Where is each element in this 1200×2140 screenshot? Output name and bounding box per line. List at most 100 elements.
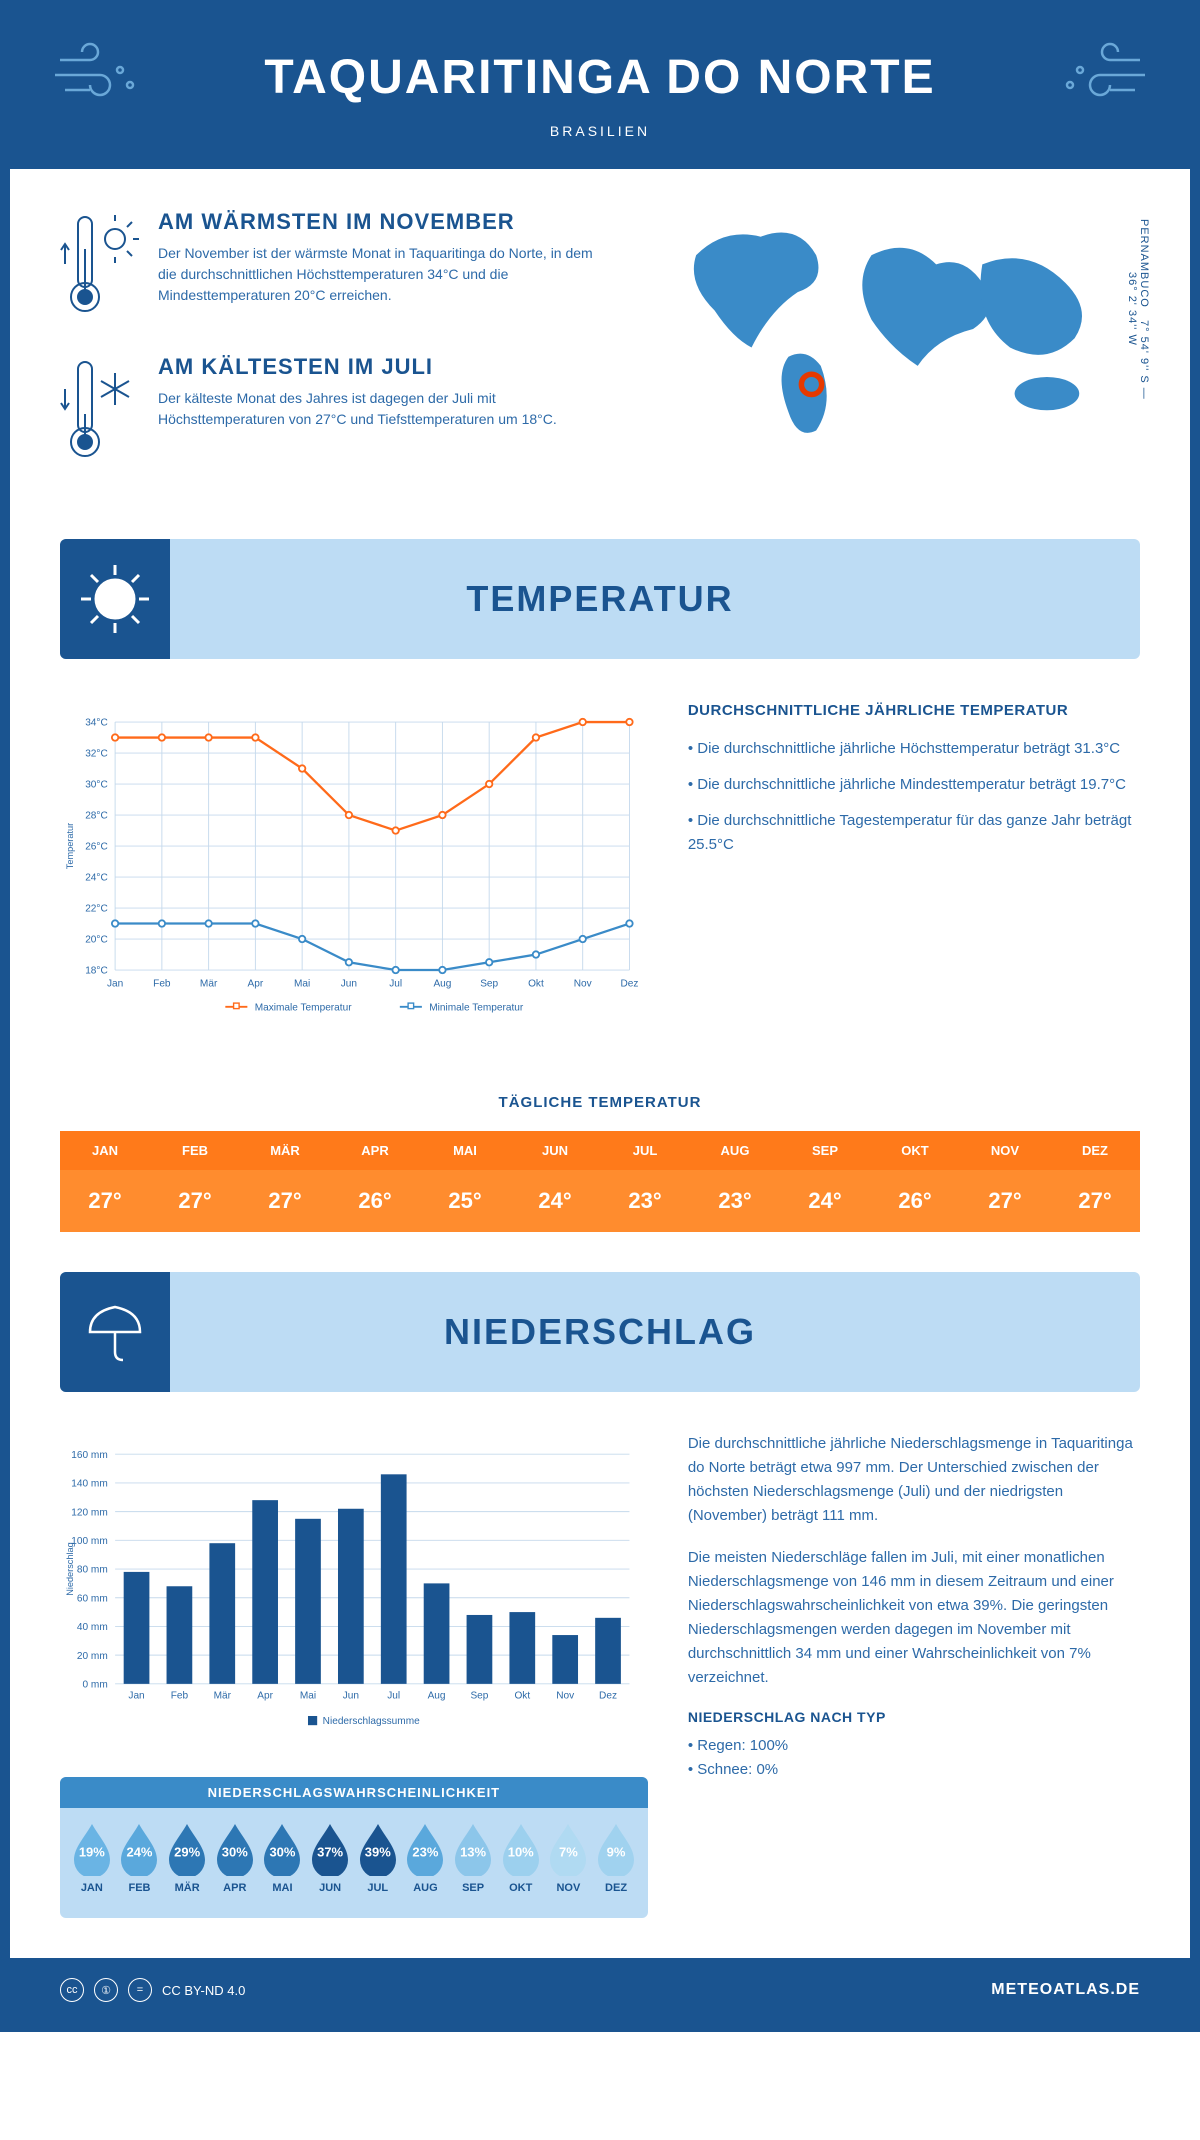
svg-text:26°C: 26°C [85, 842, 108, 853]
svg-text:100 mm: 100 mm [71, 1536, 107, 1547]
svg-text:Aug: Aug [433, 979, 451, 990]
svg-text:20°C: 20°C [85, 935, 108, 946]
footer: cc ① = CC BY-ND 4.0 METEOATLAS.DE [10, 1958, 1190, 2022]
svg-text:Apr: Apr [248, 979, 264, 990]
coordinates: PERNAMBUCO 7° 54' 9'' S — 36° 2' 34'' W [1126, 209, 1150, 409]
daily-col: NOV27° [960, 1131, 1050, 1232]
drop-col: 13% SEP [449, 1822, 497, 1894]
precip-section-header: NIEDERSCHLAG [60, 1272, 1140, 1392]
daily-col: OKT26° [870, 1131, 960, 1232]
temp-stat-item: • Die durchschnittliche Tagestemperatur … [688, 809, 1140, 857]
raindrop-icon: 7% [546, 1822, 590, 1876]
drop-col: 10% OKT [497, 1822, 545, 1894]
svg-text:120 mm: 120 mm [71, 1507, 107, 1518]
temperature-title: TEMPERATUR [60, 578, 1140, 620]
temperature-line-chart: 18°C20°C22°C24°C26°C28°C30°C32°C34°CJanF… [60, 699, 648, 1044]
svg-text:60 mm: 60 mm [77, 1593, 108, 1604]
svg-text:Feb: Feb [153, 979, 171, 990]
daily-col: SEP24° [780, 1131, 870, 1232]
svg-text:Sep: Sep [470, 1691, 488, 1702]
svg-text:20 mm: 20 mm [77, 1651, 108, 1662]
daily-col: MAI25° [420, 1131, 510, 1232]
svg-text:Minimale Temperatur: Minimale Temperatur [429, 1002, 524, 1013]
drop-col: 29% MÄR [163, 1822, 211, 1894]
raindrop-icon: 10% [499, 1822, 543, 1876]
daily-col: FEB27° [150, 1131, 240, 1232]
svg-text:Jul: Jul [387, 1691, 400, 1702]
daily-temp-title: TÄGLICHE TEMPERATUR [10, 1094, 1190, 1111]
header: TAQUARITINGA DO NORTE BRASILIEN [10, 10, 1190, 169]
world-map: PERNAMBUCO 7° 54' 9'' S — 36° 2' 34'' W [640, 209, 1140, 454]
svg-text:Aug: Aug [428, 1691, 446, 1702]
precip-paragraph: Die durchschnittliche jährliche Niedersc… [688, 1432, 1140, 1528]
raindrop-icon: 13% [451, 1822, 495, 1876]
raindrop-icon: 39% [356, 1822, 400, 1876]
temp-stat-item: • Die durchschnittliche jährliche Höchst… [688, 737, 1140, 761]
cc-icon: cc [60, 1978, 84, 2002]
drop-col: 23% AUG [402, 1822, 450, 1894]
sun-icon [60, 539, 170, 659]
warmest-title: AM WÄRMSTEN IM NOVEMBER [158, 209, 610, 235]
coldest-title: AM KÄLTESTEN IM JULI [158, 354, 610, 380]
daily-col: JAN27° [60, 1131, 150, 1232]
precip-paragraph: Die meisten Niederschläge fallen im Juli… [688, 1546, 1140, 1690]
coldest-fact: AM KÄLTESTEN IM JULI Der kälteste Monat … [60, 354, 610, 469]
daily-col: JUL23° [600, 1131, 690, 1232]
svg-text:22°C: 22°C [85, 904, 108, 915]
daily-col: DEZ27° [1050, 1131, 1140, 1232]
svg-text:Dez: Dez [620, 979, 638, 990]
daily-col: MÄR27° [240, 1131, 330, 1232]
precip-title: NIEDERSCHLAG [60, 1311, 1140, 1353]
precip-type-item: • Schnee: 0% [688, 1758, 1140, 1782]
svg-text:Okt: Okt [514, 1691, 530, 1702]
svg-text:Jul: Jul [389, 979, 402, 990]
svg-text:32°C: 32°C [85, 749, 108, 760]
raindrop-icon: 30% [213, 1822, 257, 1876]
svg-text:24°C: 24°C [85, 873, 108, 884]
drop-col: 39% JUL [354, 1822, 402, 1894]
svg-text:28°C: 28°C [85, 811, 108, 822]
page-title: TAQUARITINGA DO NORTE [30, 50, 1170, 105]
svg-text:Nov: Nov [556, 1691, 575, 1702]
thermometer-cold-icon [60, 354, 140, 469]
nd-icon: = [128, 1978, 152, 2002]
svg-text:30°C: 30°C [85, 780, 108, 791]
coldest-text: Der kälteste Monat des Jahres ist dagege… [158, 388, 610, 430]
temp-stats-title: DURCHSCHNITTLICHE JÄHRLICHE TEMPERATUR [688, 699, 1140, 723]
svg-text:Niederschlag: Niederschlag [65, 1542, 75, 1596]
temperature-section-header: TEMPERATUR [60, 539, 1140, 659]
precip-type-title: NIEDERSCHLAG NACH TYP [688, 1706, 1140, 1728]
raindrop-icon: 29% [165, 1822, 209, 1876]
wind-icon [50, 40, 150, 115]
svg-text:160 mm: 160 mm [71, 1450, 107, 1461]
site-name: METEOATLAS.DE [991, 1981, 1140, 1999]
drop-col: 7% NOV [545, 1822, 593, 1894]
country-label: BRASILIEN [30, 123, 1170, 139]
raindrop-icon: 23% [403, 1822, 447, 1876]
daily-col: APR26° [330, 1131, 420, 1232]
svg-text:18°C: 18°C [85, 966, 108, 977]
wind-icon [1050, 40, 1150, 115]
raindrop-icon: 37% [308, 1822, 352, 1876]
svg-text:Jun: Jun [341, 979, 357, 990]
raindrop-icon: 24% [117, 1822, 161, 1876]
drop-col: 37% JUN [306, 1822, 354, 1894]
drop-col: 19% JAN [68, 1822, 116, 1894]
umbrella-icon [60, 1272, 170, 1392]
svg-text:Maximale Temperatur: Maximale Temperatur [255, 1002, 352, 1013]
svg-text:140 mm: 140 mm [71, 1479, 107, 1490]
raindrop-icon: 30% [260, 1822, 304, 1876]
raindrop-icon: 9% [594, 1822, 638, 1876]
thermometer-hot-icon [60, 209, 140, 324]
daily-col: AUG23° [690, 1131, 780, 1232]
precip-probability-panel: NIEDERSCHLAGSWAHRSCHEINLICHKEIT 19% JAN … [60, 1777, 648, 1918]
svg-text:Mär: Mär [214, 1691, 232, 1702]
svg-text:Mär: Mär [200, 979, 218, 990]
daily-col: JUN24° [510, 1131, 600, 1232]
license-label: CC BY-ND 4.0 [162, 1983, 245, 1998]
svg-text:34°C: 34°C [85, 718, 108, 729]
daily-temp-table: JAN27°FEB27°MÄR27°APR26°MAI25°JUN24°JUL2… [60, 1131, 1140, 1232]
by-icon: ① [94, 1978, 118, 2002]
drop-col: 9% DEZ [592, 1822, 640, 1894]
svg-text:Okt: Okt [528, 979, 544, 990]
